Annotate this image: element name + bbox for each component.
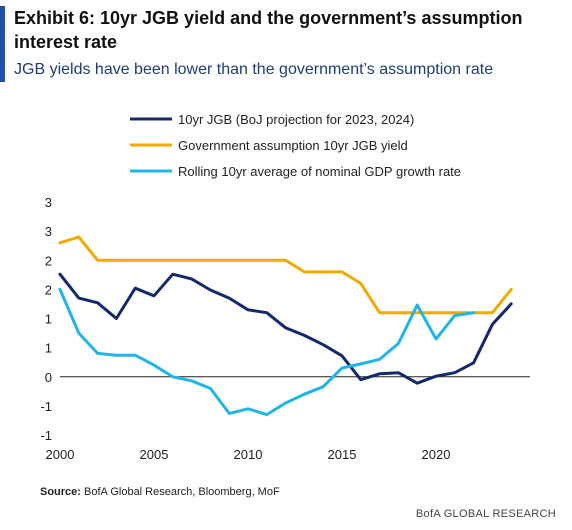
series-line-2 (58, 235, 513, 315)
y-tick-label: 0 (45, 370, 52, 385)
line-chart: 10yr JGB (BoJ projection for 2023, 2024)… (40, 112, 530, 462)
brand-footer: BofA GLOBAL RESEARCH (415, 508, 556, 520)
source-text: BofA Global Research, Bloomberg, MoF (84, 486, 280, 498)
exhibit-title: Exhibit 6: 10yr JGB yield and the govern… (14, 8, 523, 52)
x-tick-label: 2005 (140, 447, 169, 462)
chart-legend: 10yr JGB (BoJ projection for 2023, 2024)… (130, 112, 461, 179)
source-note: Source: BofA Global Research, Bloomberg,… (40, 486, 280, 498)
exhibit-subtitle: JGB yields have been lower than the gove… (14, 61, 494, 78)
y-tick-label: 2 (45, 282, 52, 297)
legend-label: Government assumption 10yr JGB yield (178, 138, 408, 153)
series-layer (58, 235, 513, 417)
y-tick-label: -1 (40, 428, 52, 443)
series-line-3 (58, 287, 476, 417)
y-tick-label: 3 (45, 224, 52, 239)
y-tick-label: 1 (45, 312, 52, 327)
legend-label: Rolling 10yr average of nominal GDP grow… (178, 164, 461, 179)
source-label: Source: (40, 486, 81, 498)
series-line-1 (58, 272, 513, 385)
x-tick-label: 2020 (422, 447, 451, 462)
legend-label: 10yr JGB (BoJ projection for 2023, 2024) (178, 112, 414, 127)
y-tick-label: 2 (45, 253, 52, 268)
y-axis: 3 3 2 2 1 1 0 -1 -1 (40, 195, 52, 443)
x-tick-label: 2015 (328, 447, 357, 462)
accent-bar (0, 6, 5, 82)
x-axis: 2000 2005 2010 2015 2020 (46, 376, 530, 462)
y-tick-label: 3 (45, 195, 52, 210)
y-tick-label: 1 (45, 341, 52, 356)
y-tick-label: -1 (40, 399, 52, 414)
x-tick-label: 2000 (46, 447, 75, 462)
x-tick-label: 2010 (234, 447, 263, 462)
